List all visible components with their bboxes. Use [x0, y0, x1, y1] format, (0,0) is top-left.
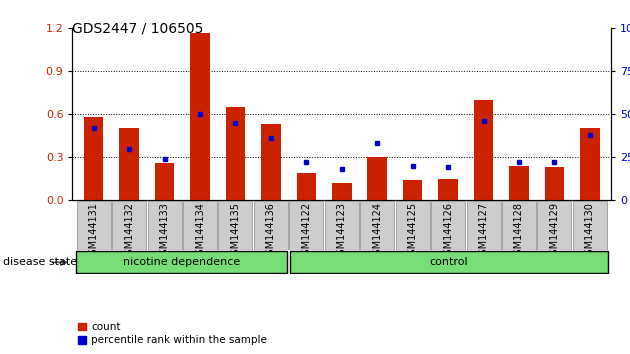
Text: GSM144126: GSM144126	[443, 202, 453, 261]
Legend: count, percentile rank within the sample: count, percentile rank within the sample	[77, 322, 267, 345]
Bar	[219, 201, 253, 250]
Bar	[261, 124, 280, 200]
Bar	[183, 201, 217, 250]
Bar	[147, 201, 181, 250]
Bar	[77, 201, 111, 250]
Text: GSM144131: GSM144131	[89, 202, 99, 261]
Bar	[289, 201, 323, 250]
Text: GSM144135: GSM144135	[231, 202, 241, 261]
Bar	[190, 33, 210, 200]
Bar	[367, 157, 387, 200]
Bar	[297, 173, 316, 200]
Text: control: control	[430, 257, 468, 267]
Bar	[545, 167, 564, 200]
Text: GSM144133: GSM144133	[159, 202, 169, 261]
Bar	[396, 201, 430, 250]
Text: GSM144125: GSM144125	[408, 202, 418, 261]
Bar	[112, 201, 146, 250]
Bar	[431, 201, 465, 250]
Text: GSM144127: GSM144127	[479, 202, 488, 261]
Text: GSM144134: GSM144134	[195, 202, 205, 261]
Text: nicotine dependence: nicotine dependence	[123, 257, 240, 267]
Bar	[438, 178, 458, 200]
Bar	[537, 201, 571, 250]
Bar	[325, 201, 358, 250]
Bar	[466, 201, 500, 250]
Bar	[403, 180, 422, 200]
Text: GSM144136: GSM144136	[266, 202, 276, 261]
Bar	[580, 129, 600, 200]
Bar	[155, 163, 175, 200]
Text: GSM144128: GSM144128	[514, 202, 524, 261]
Text: GSM144122: GSM144122	[301, 202, 311, 261]
Text: disease state: disease state	[3, 257, 77, 267]
Bar	[254, 201, 288, 250]
Text: GSM144130: GSM144130	[585, 202, 595, 261]
Bar	[226, 107, 245, 200]
Bar	[120, 129, 139, 200]
Text: GSM144132: GSM144132	[124, 202, 134, 261]
Bar	[290, 251, 607, 273]
Bar	[76, 251, 287, 273]
Bar	[360, 201, 394, 250]
Bar	[573, 201, 607, 250]
Bar	[502, 201, 536, 250]
Bar	[332, 183, 352, 200]
Bar	[474, 100, 493, 200]
Text: GDS2447 / 106505: GDS2447 / 106505	[72, 21, 204, 35]
Text: GSM144123: GSM144123	[337, 202, 346, 261]
Bar	[509, 166, 529, 200]
Text: GSM144129: GSM144129	[549, 202, 559, 261]
Bar	[84, 117, 103, 200]
Text: GSM144124: GSM144124	[372, 202, 382, 261]
